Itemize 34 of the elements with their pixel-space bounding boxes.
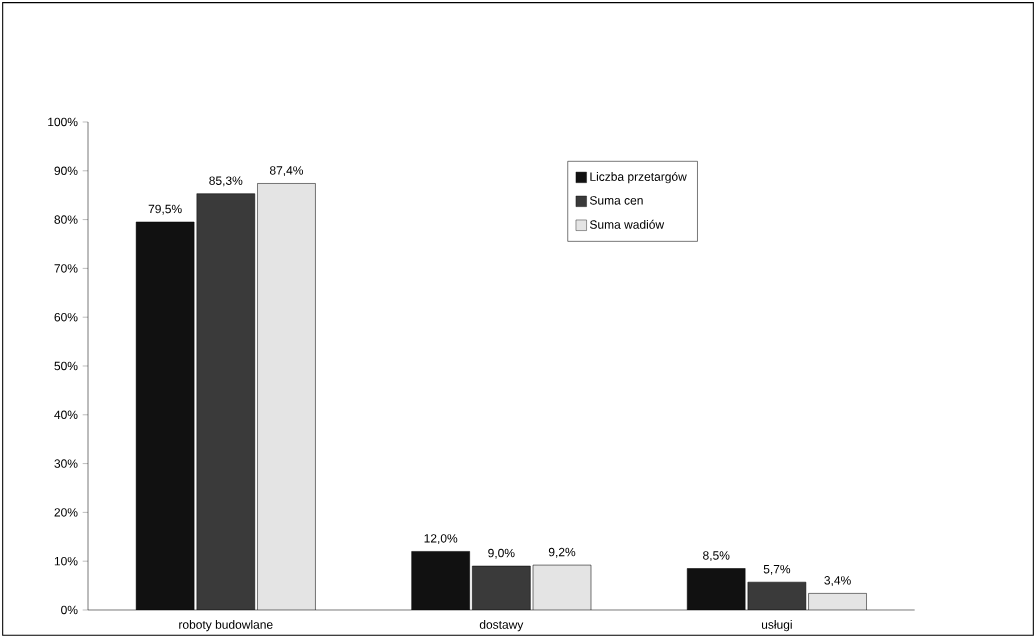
data-label: 3,4% xyxy=(824,576,851,587)
data-label: 9,2% xyxy=(548,547,576,558)
bar xyxy=(472,566,531,610)
y-tick-label: 60% xyxy=(54,312,78,322)
legend-label: Suma cen xyxy=(589,196,643,205)
y-tick-label: 10% xyxy=(54,556,78,566)
y-tick-label: 70% xyxy=(54,264,78,273)
data-label: 9,0% xyxy=(488,548,515,559)
bar xyxy=(257,183,316,610)
bar xyxy=(411,551,470,610)
x-tick-label: roboty budowlane xyxy=(179,620,273,632)
data-label: 87,4% xyxy=(269,166,304,177)
data-label: 5,7% xyxy=(763,564,791,575)
y-tick-label: 40% xyxy=(54,410,78,420)
bar xyxy=(686,568,746,610)
y-tick-label: 0% xyxy=(61,605,78,615)
y-tick-label: 30% xyxy=(54,459,78,468)
bar xyxy=(196,193,255,610)
y-tick-label: 50% xyxy=(54,361,78,371)
y-tick-label: 80% xyxy=(54,215,78,224)
x-tick-label: usługi xyxy=(761,620,792,632)
data-label: 79,5% xyxy=(148,204,182,215)
legend-label: Liczba przetargów xyxy=(590,171,687,184)
y-tick-label: 20% xyxy=(54,508,78,517)
bar xyxy=(136,222,195,610)
bar xyxy=(747,581,807,610)
legend-label: Suma wadiów xyxy=(589,219,665,229)
bar xyxy=(533,565,591,610)
x-tick-label: dostawy xyxy=(479,620,524,632)
data-label: 85,3% xyxy=(209,176,243,187)
data-label: 12,0% xyxy=(424,534,458,545)
y-tick-label: 90% xyxy=(54,166,78,176)
y-tick-label: 100% xyxy=(48,117,78,127)
data-label: 8,5% xyxy=(703,551,730,562)
